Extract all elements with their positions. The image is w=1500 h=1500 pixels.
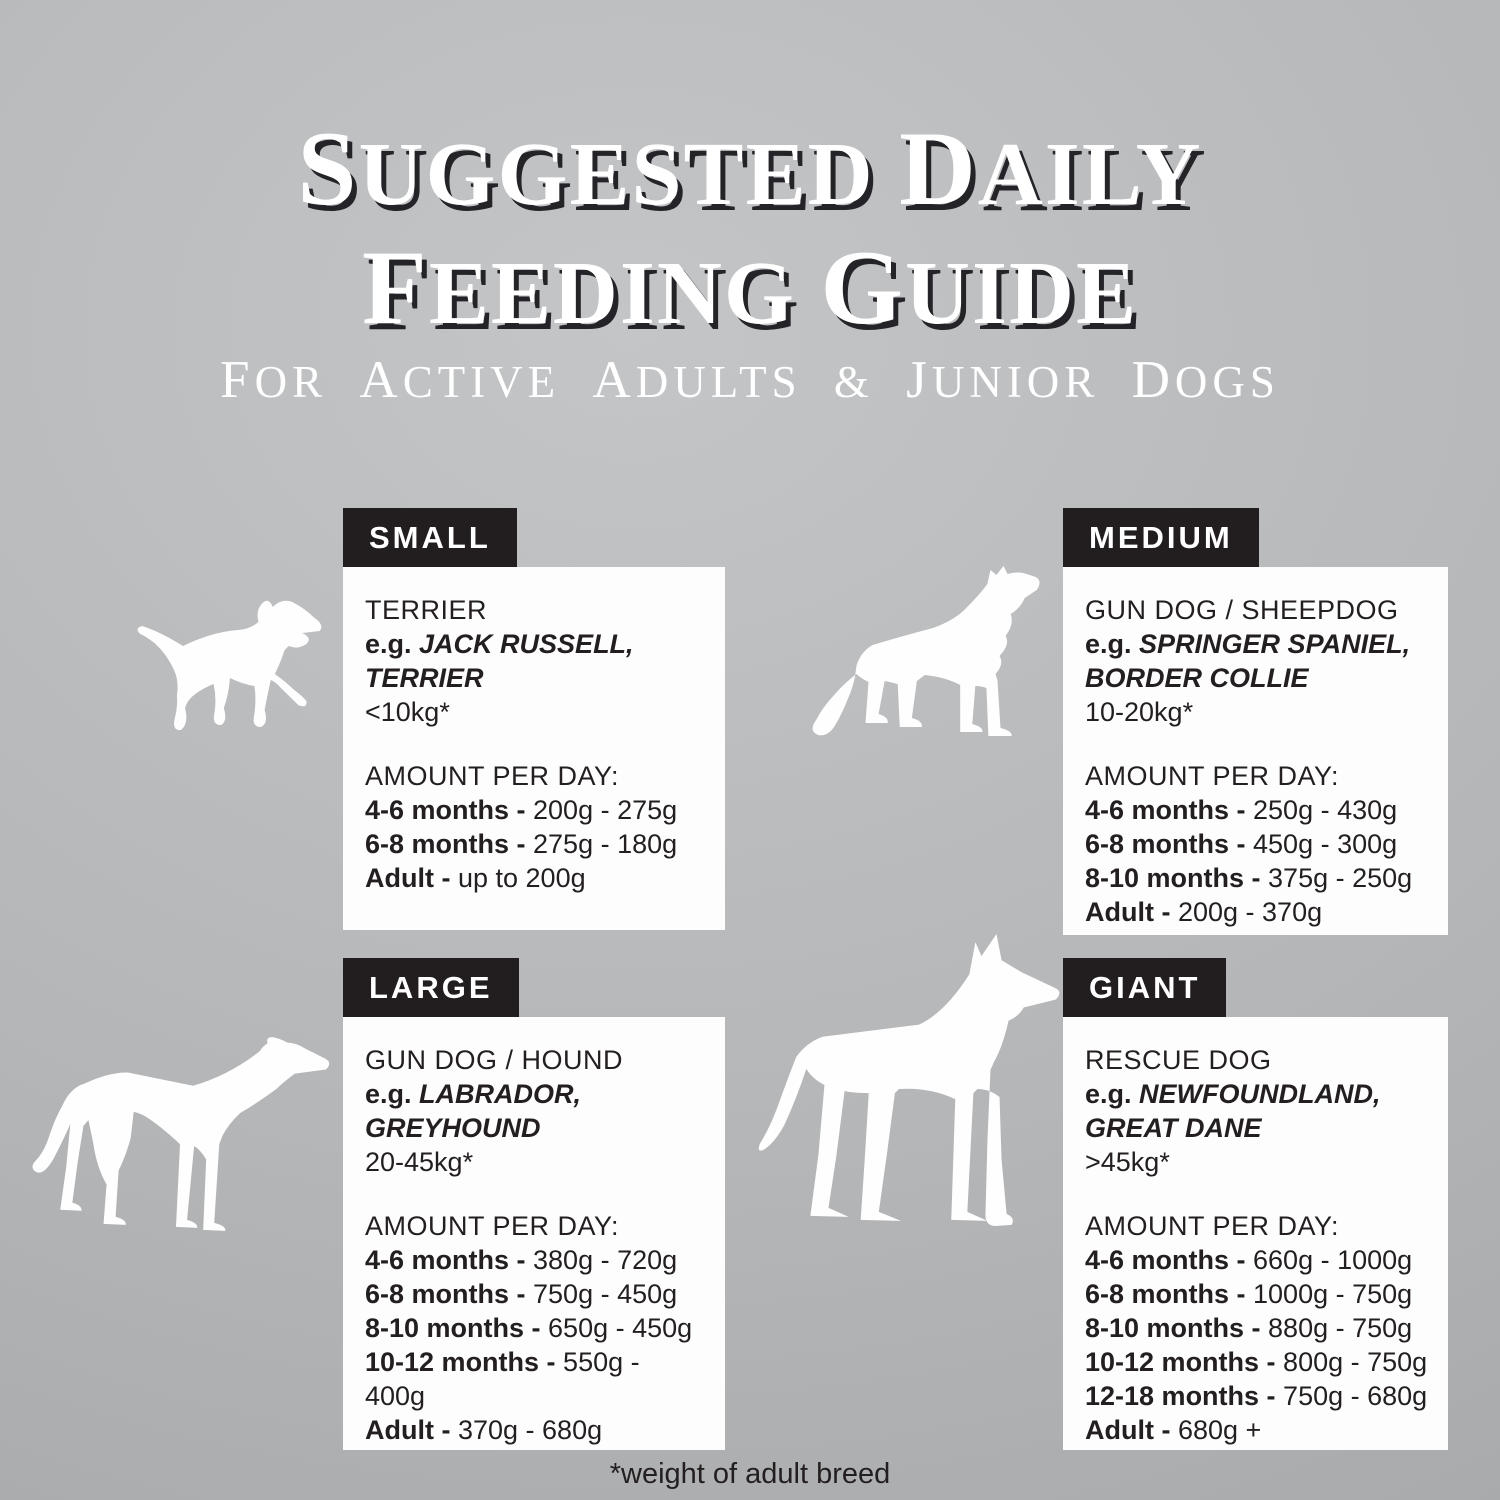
breed-example: LABRADOR, [419, 1079, 582, 1109]
feeding-row: 6-8 months - 1000g - 750g [1085, 1279, 1413, 1309]
breed-type: GUN DOG / HOUND [365, 1045, 624, 1075]
feeding-row: Adult - 200g - 370g [1085, 897, 1323, 927]
feeding-row: 8-10 months - 880g - 750g [1085, 1313, 1413, 1343]
feeding-row: 4-6 months - 380g - 720g [365, 1245, 678, 1275]
greyhound-silhouette-icon [32, 1037, 330, 1231]
breed-example: JACK RUSSELL, [419, 629, 634, 659]
feeding-rows: 4-6 months - 380g - 720g 6-8 months - 750… [365, 1243, 707, 1447]
breed-example-line: e.g. SPRINGER SPANIEL, [1085, 627, 1430, 661]
feeding-row: 10-12 months - 550g - 400g [365, 1347, 640, 1411]
feeding-row: Adult - up to 200g [365, 863, 586, 893]
feeding-rows: 4-6 months - 200g - 275g 6-8 months - 275… [365, 793, 707, 895]
weight-footnote: *weight of adult breed [609, 1458, 891, 1490]
page-title: SUGGESTED DAILY FEEDING GUIDE [0, 112, 1500, 350]
feeding-row: 8-10 months - 650g - 450g [365, 1313, 693, 1343]
weight-range: <10kg* [365, 697, 450, 727]
breed-example: TERRIER [365, 663, 484, 693]
breed-example-line: e.g. NEWFOUNDLAND, [1085, 1077, 1430, 1111]
breed-type: GUN DOG / SHEEPDOG [1085, 595, 1399, 625]
feeding-row: 6-8 months - 450g - 300g [1085, 829, 1398, 859]
eg-prefix: e.g. [1085, 629, 1132, 659]
amount-heading: AMOUNT PER DAY: [365, 1211, 620, 1241]
weight-range: 10-20kg* [1085, 697, 1194, 727]
feeding-card-large: GUN DOG / HOUND e.g. LABRADOR, GREYHOUND… [343, 1017, 725, 1450]
feeding-row: 12-18 months - 750g - 680g [1085, 1381, 1428, 1411]
feeding-row: Adult - 680g + [1085, 1415, 1262, 1445]
breed-example: NEWFOUNDLAND, [1139, 1079, 1381, 1109]
feeding-row: Adult - 370g - 680g [365, 1415, 603, 1445]
feeding-row: 4-6 months - 250g - 430g [1085, 795, 1398, 825]
feeding-row: 10-12 months - 800g - 750g [1085, 1347, 1428, 1377]
size-badge-giant: GIANT [1063, 958, 1227, 1017]
size-badge-medium: MEDIUM [1063, 508, 1259, 567]
feeding-row: 4-6 months - 660g - 1000g [1085, 1245, 1413, 1275]
breed-type: TERRIER [365, 595, 488, 625]
amount-heading: AMOUNT PER DAY: [365, 761, 620, 791]
feeding-rows: 4-6 months - 250g - 430g 6-8 months - 450… [1085, 793, 1430, 929]
terrier-silhouette-icon [137, 600, 322, 731]
border-collie-silhouette-icon [812, 566, 1040, 736]
breed-example-line: GREYHOUND [365, 1111, 707, 1145]
feeding-row: 6-8 months - 275g - 180g [365, 829, 678, 859]
breed-example-line: BORDER COLLIE [1085, 661, 1430, 695]
weight-range: 20-45kg* [365, 1147, 474, 1177]
breed-example-line: GREAT DANE [1085, 1111, 1430, 1145]
breed-example-line: TERRIER [365, 661, 707, 695]
amount-heading: AMOUNT PER DAY: [1085, 761, 1340, 791]
amount-heading: AMOUNT PER DAY: [1085, 1211, 1340, 1241]
size-badge-small: SMALL [343, 508, 517, 567]
weight-range: >45kg* [1085, 1147, 1170, 1177]
breed-example: GREAT DANE [1085, 1113, 1262, 1143]
feeding-rows: 4-6 months - 660g - 1000g 6-8 months - 10… [1085, 1243, 1430, 1447]
title-line-1: SUGGESTED DAILY [297, 109, 1203, 227]
title-line-2: FEEDING GUIDE [361, 228, 1139, 346]
feeding-card-medium: GUN DOG / SHEEPDOG e.g. SPRINGER SPANIEL… [1063, 567, 1448, 935]
eg-prefix: e.g. [365, 1079, 412, 1109]
breed-example: BORDER COLLIE [1085, 663, 1309, 693]
eg-prefix: e.g. [1085, 1079, 1132, 1109]
size-badge-large: LARGE [343, 958, 519, 1017]
breed-example-line: e.g. LABRADOR, [365, 1077, 707, 1111]
breed-type: RESCUE DOG [1085, 1045, 1272, 1075]
great-dane-silhouette-icon [758, 934, 1060, 1226]
feeding-card-small: TERRIER e.g. JACK RUSSELL, TERRIER <10kg… [343, 567, 725, 930]
feeding-row: 8-10 months - 375g - 250g [1085, 863, 1413, 893]
feeding-row: 6-8 months - 750g - 450g [365, 1279, 678, 1309]
feeding-card-giant: RESCUE DOG e.g. NEWFOUNDLAND, GREAT DANE… [1063, 1017, 1448, 1450]
breed-example: SPRINGER SPANIEL, [1139, 629, 1411, 659]
eg-prefix: e.g. [365, 629, 412, 659]
page-subtitle: FOR ACTIVE ADULTS & JUNIOR DOGS [220, 351, 1280, 409]
breed-example: GREYHOUND [365, 1113, 541, 1143]
feeding-row: 4-6 months - 200g - 275g [365, 795, 678, 825]
breed-example-line: e.g. JACK RUSSELL, [365, 627, 707, 661]
